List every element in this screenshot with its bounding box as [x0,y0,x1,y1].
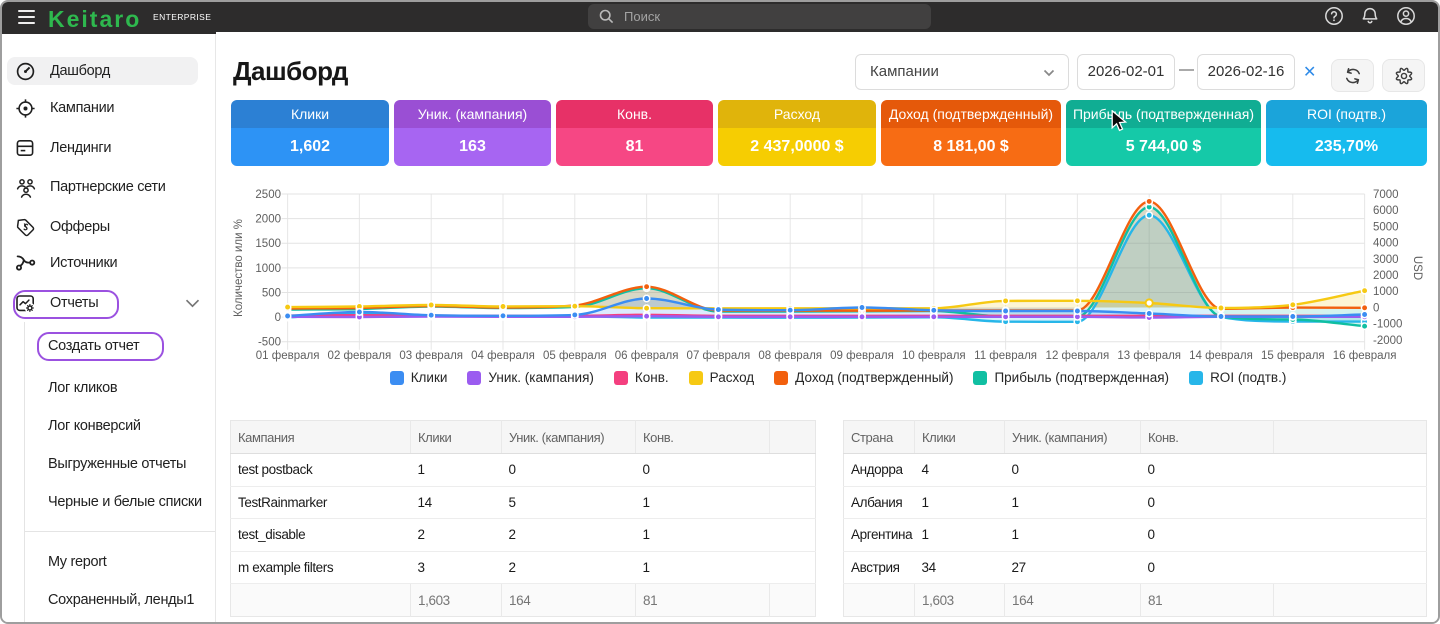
svg-text:02 февраля: 02 февраля [328,350,392,362]
svg-text:2000: 2000 [1373,270,1399,282]
svg-text:06 февраля: 06 февраля [615,350,679,362]
svg-text:5000: 5000 [1373,221,1399,233]
svg-text:2000: 2000 [255,214,281,226]
svg-text:14 февраля: 14 февраля [1189,350,1253,362]
svg-text:2500: 2500 [255,189,281,201]
svg-text:0: 0 [1373,303,1379,315]
svg-text:7000: 7000 [1373,189,1399,201]
svg-text:01 февраля: 01 февраля [256,350,320,362]
svg-text:-2000: -2000 [1373,335,1402,347]
svg-text:05 февраля: 05 февраля [543,350,607,362]
svg-text:USD: USD [1411,256,1423,280]
svg-text:11 февраля: 11 февраля [974,350,1037,362]
svg-text:-1000: -1000 [1373,319,1402,331]
svg-text:04 февраля: 04 февраля [471,350,535,362]
svg-text:15 февраля: 15 февраля [1261,350,1325,362]
svg-text:0: 0 [275,312,281,324]
svg-text:07 февраля: 07 февраля [687,350,751,362]
svg-text:09 февраля: 09 февраля [830,350,894,362]
svg-text:1500: 1500 [255,238,281,250]
svg-text:4000: 4000 [1373,238,1399,250]
svg-text:13 февраля: 13 февраля [1117,350,1181,362]
svg-text:10 февраля: 10 февраля [902,350,966,362]
svg-text:12 февраля: 12 февраля [1046,350,1110,362]
svg-text:16 февраля: 16 февраля [1333,350,1397,362]
svg-text:08 февраля: 08 февраля [758,350,822,362]
svg-text:500: 500 [262,288,281,300]
svg-text:6000: 6000 [1373,205,1399,217]
svg-text:03 февраля: 03 февраля [399,350,463,362]
svg-text:3000: 3000 [1373,254,1399,266]
svg-text:1000: 1000 [1373,286,1399,298]
svg-text:Количество или %: Количество или % [233,219,245,317]
svg-text:1000: 1000 [255,263,281,275]
svg-text:-500: -500 [258,337,281,349]
